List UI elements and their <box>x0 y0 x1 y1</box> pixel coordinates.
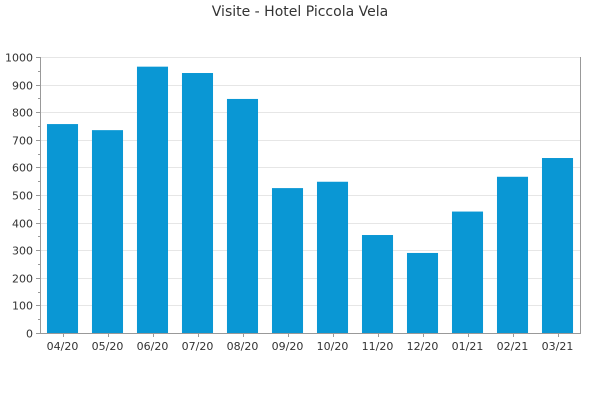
x-tick-label: 04/20 <box>47 340 79 353</box>
x-tick-label: 05/20 <box>92 340 124 353</box>
x-tick-label: 09/20 <box>272 340 304 353</box>
y-tick-label: 100 <box>12 300 33 313</box>
bar-07-20 <box>181 73 214 333</box>
y-tick-label: 300 <box>12 245 33 258</box>
grid-lines <box>40 57 580 306</box>
y-tick-label: 400 <box>12 218 33 231</box>
bar-06-20 <box>136 66 169 333</box>
x-tick-label: 02/21 <box>497 340 529 353</box>
y-tick-label: 600 <box>12 162 33 175</box>
y-tick-label: 200 <box>12 273 33 286</box>
bar-04-20 <box>46 124 79 333</box>
bar-01-21 <box>451 211 484 333</box>
x-tick-label: 06/20 <box>137 340 169 353</box>
x-axis-ticks: 04/20 05/20 06/20 07/20 08/20 09/20 10/20 11/20… <box>47 333 574 353</box>
y-tick-label: 800 <box>12 107 33 120</box>
y-tick-label: 900 <box>12 80 33 93</box>
bar-09-20 <box>271 188 304 333</box>
x-tick-label: 12/20 <box>407 340 439 353</box>
axes <box>40 57 581 334</box>
y-tick-label: 0 <box>26 328 33 341</box>
x-tick-label: 03/21 <box>542 340 574 353</box>
y-tick-label: 500 <box>12 190 33 203</box>
chart-title: Visite - Hotel Piccola Vela <box>212 4 388 20</box>
y-tick-label: 700 <box>12 135 33 148</box>
y-tick-label: 1000 <box>5 52 33 65</box>
x-tick-label: 07/20 <box>182 340 214 353</box>
bar-10-20 <box>316 181 349 333</box>
x-tick-label: 01/21 <box>452 340 484 353</box>
bars <box>46 66 574 333</box>
bar-11-20 <box>361 235 394 333</box>
x-tick-label: 10/20 <box>317 340 349 353</box>
bar-03-21 <box>541 158 574 333</box>
bar-08-20 <box>226 98 259 333</box>
x-tick-label: 11/20 <box>362 340 394 353</box>
y-axis-ticks: 0 100 200 300 400 500 600 700 800 900 1000 <box>5 52 40 341</box>
x-tick-label: 08/20 <box>227 340 259 353</box>
bar-02-21 <box>496 176 529 333</box>
bar-05-20 <box>91 130 124 333</box>
bar-12-20 <box>406 252 439 333</box>
